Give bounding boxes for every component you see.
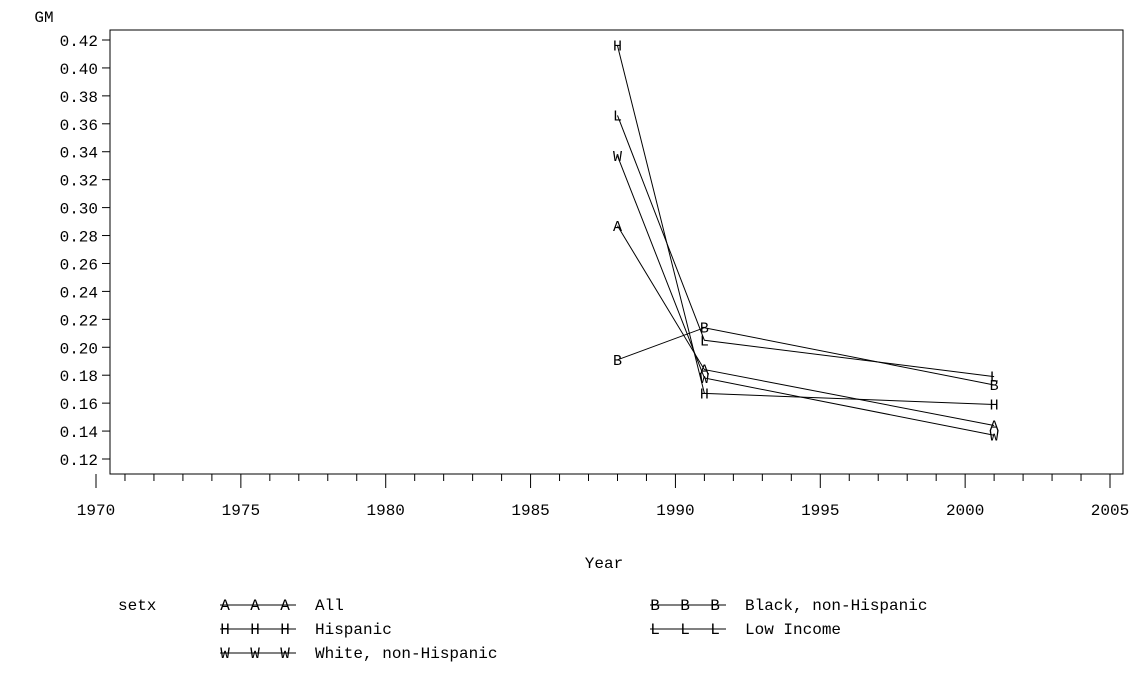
point-marker-a: A xyxy=(990,418,999,435)
y-tick-label: 0.40 xyxy=(60,61,98,79)
x-axis: 1970 1975 1980 1985 1990 1995 2000 2005 xyxy=(77,474,1129,520)
y-tick-label: 0.42 xyxy=(60,33,98,51)
legend-symbol: B xyxy=(710,597,720,615)
legend-label: Low Income xyxy=(745,621,841,639)
y-tick-label: 0.24 xyxy=(60,284,98,302)
y-axis: 0.12 0.14 0.16 0.18 0.20 0.22 0.24 0.26 0.28 0.30… xyxy=(60,33,110,470)
legend-symbol: H xyxy=(250,621,260,639)
point-marker-h: H xyxy=(613,39,622,56)
point-marker-w: W xyxy=(990,428,999,445)
y-tick-label: 0.28 xyxy=(60,229,98,247)
legend-entry: H H H Hispanic xyxy=(220,621,392,639)
legend-label: Black, non-Hispanic xyxy=(745,597,927,615)
x-tick-label: 2005 xyxy=(1091,502,1129,520)
legend-symbol: L xyxy=(650,621,660,639)
legend-symbol: W xyxy=(220,645,230,663)
legend-symbol: H xyxy=(280,621,290,639)
point-marker-l: L xyxy=(613,108,622,125)
legend-entry: A A A All xyxy=(220,597,344,615)
y-tick-label: 0.34 xyxy=(60,145,98,163)
y-axis-title: GM xyxy=(34,9,53,27)
point-marker-w: W xyxy=(613,149,622,166)
x-tick-label: 1990 xyxy=(656,502,694,520)
legend-label: All xyxy=(315,597,344,615)
series-line-w xyxy=(617,155,995,436)
y-tick-label: 0.32 xyxy=(60,173,98,191)
legend-symbol: B xyxy=(650,597,660,615)
point-marker-b: B xyxy=(700,321,709,338)
y-tick-label: 0.14 xyxy=(60,424,98,442)
series-line-l xyxy=(617,115,995,378)
point-marker-h: H xyxy=(700,386,709,403)
y-tick-label: 0.12 xyxy=(60,452,98,470)
legend-entry: L L L Low Income xyxy=(650,621,841,639)
x-tick-label: 2000 xyxy=(946,502,984,520)
point-marker-a: A xyxy=(700,363,709,380)
y-tick-label: 0.22 xyxy=(60,312,98,330)
legend-entry: B B B Black, non-Hispanic xyxy=(650,597,927,615)
series-line-b xyxy=(617,327,995,386)
y-tick-label: 0.36 xyxy=(60,117,98,135)
point-marker-h: H xyxy=(990,398,999,415)
legend: setx A A A All B B B Black, non-Hispanic H H H Hisp… xyxy=(118,597,927,663)
y-tick-label: 0.26 xyxy=(60,256,98,274)
legend-label: Hispanic xyxy=(315,621,392,639)
x-tick-label: 1980 xyxy=(367,502,405,520)
point-marker-l: L xyxy=(990,370,999,387)
x-tick-label: 1985 xyxy=(511,502,549,520)
legend-symbol: A xyxy=(280,597,290,615)
x-tick-label: 1995 xyxy=(801,502,839,520)
point-marker-w: W xyxy=(700,371,709,388)
legend-label: White, non-Hispanic xyxy=(315,645,497,663)
point-marker-b: B xyxy=(990,378,999,395)
legend-symbol: L xyxy=(680,621,690,639)
legend-symbol: W xyxy=(280,645,290,663)
legend-symbol: A xyxy=(220,597,230,615)
legend-entry: W W W White, non-Hispanic xyxy=(220,645,497,663)
x-tick-label: 1970 xyxy=(77,502,115,520)
y-tick-label: 0.18 xyxy=(60,368,98,386)
plot-frame xyxy=(109,29,1124,475)
point-marker-a: A xyxy=(613,219,622,236)
y-tick-label: 0.20 xyxy=(60,340,98,358)
legend-symbol: A xyxy=(250,597,260,615)
x-axis-title: Year xyxy=(585,555,623,573)
legend-symbol: L xyxy=(710,621,720,639)
point-marker-b: B xyxy=(613,353,622,370)
x-tick-label: 1975 xyxy=(222,502,260,520)
series-line-h xyxy=(617,45,995,406)
legend-title: setx xyxy=(118,597,156,615)
legend-symbol: B xyxy=(680,597,690,615)
y-tick-label: 0.38 xyxy=(60,89,98,107)
point-marker-l: L xyxy=(700,333,709,350)
legend-symbol: H xyxy=(220,621,230,639)
y-tick-label: 0.16 xyxy=(60,396,98,414)
legend-symbol: W xyxy=(250,645,260,663)
y-tick-label: 0.30 xyxy=(60,201,98,219)
series-line-a xyxy=(617,225,995,426)
